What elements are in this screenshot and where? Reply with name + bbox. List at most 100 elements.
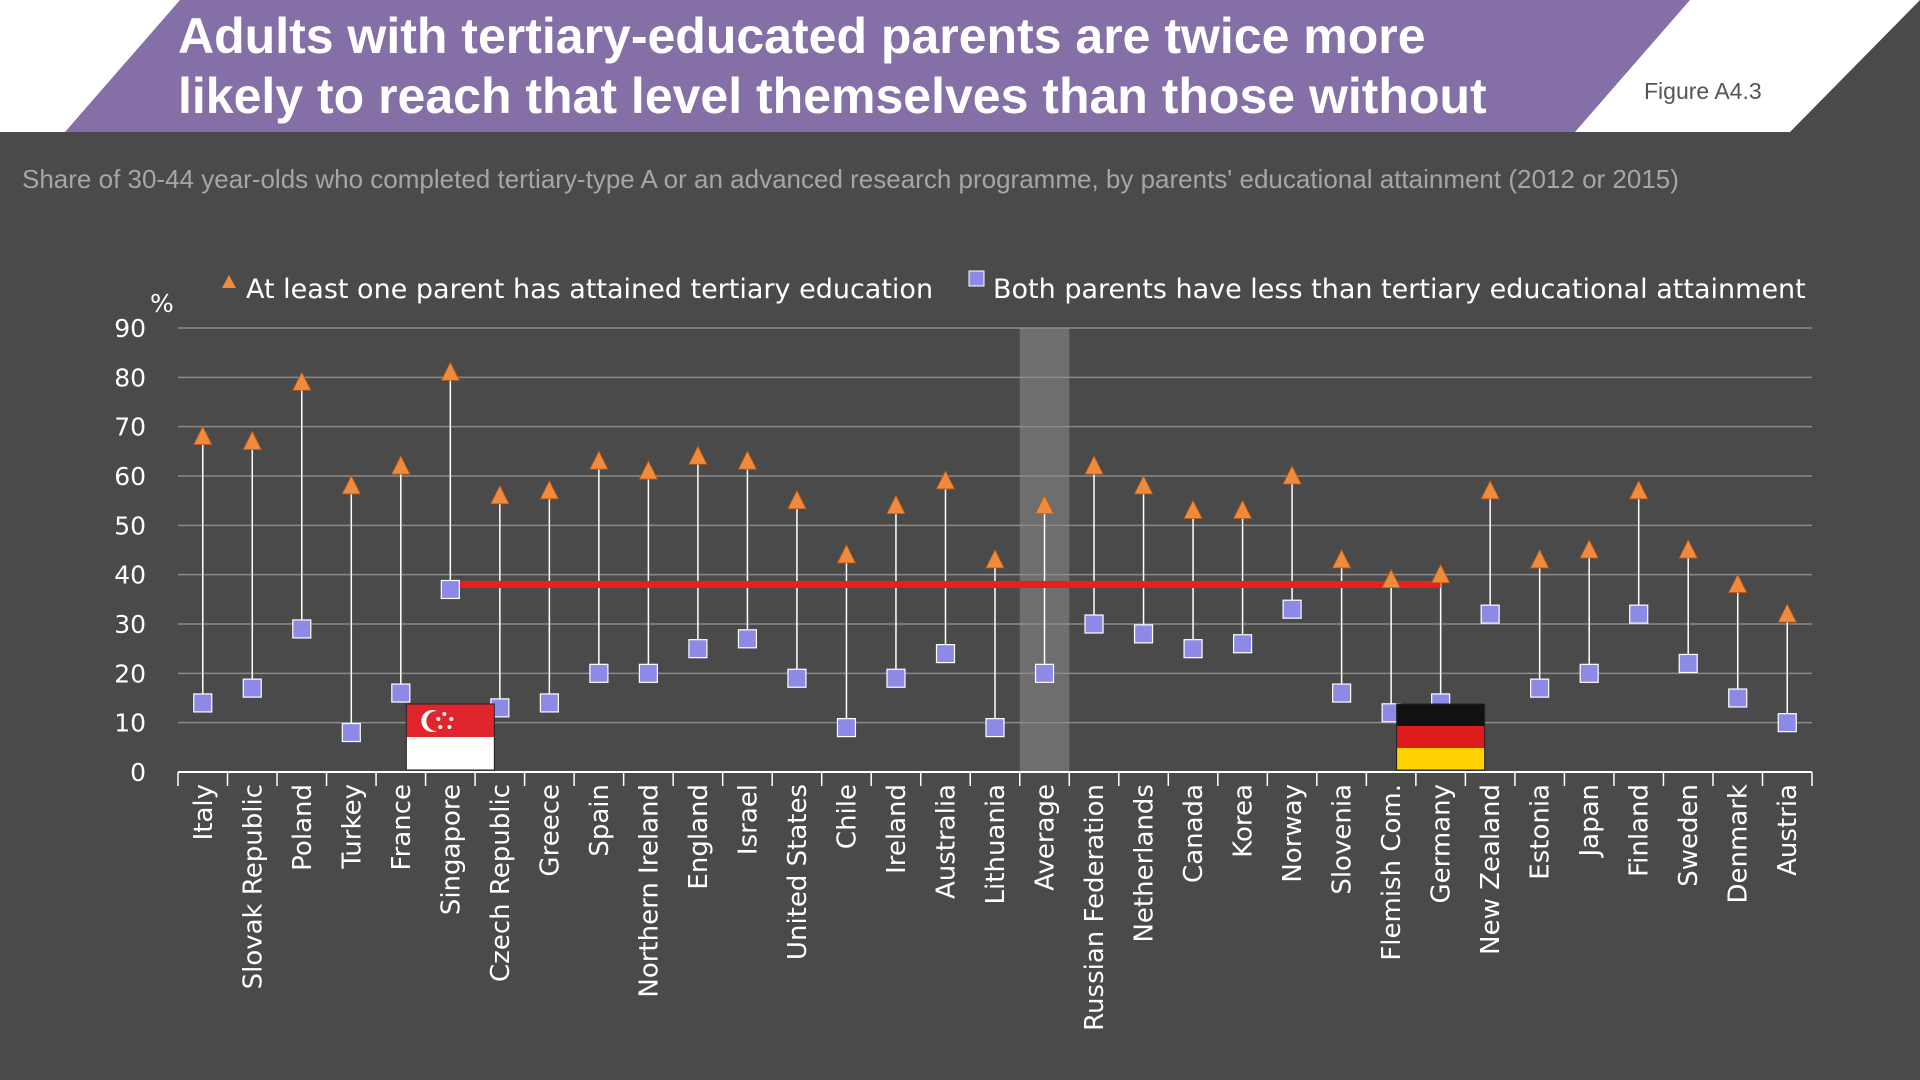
data-point-tertiary-parent — [1728, 573, 1748, 593]
y-tick-label: 10 — [114, 709, 146, 738]
singapore-flag-star — [449, 717, 454, 721]
data-point-tertiary-parent — [1084, 455, 1104, 475]
y-axis-unit: % — [150, 289, 174, 318]
figure-label: Figure A4.3 — [1644, 78, 1762, 104]
data-point-non-tertiary-parents — [1133, 624, 1154, 644]
data-point-tertiary-parent — [985, 548, 1005, 569]
data-point-non-tertiary-parents — [589, 663, 609, 683]
title-line-1: Adults with tertiary-educated parents ar… — [178, 8, 1426, 64]
x-category-label: Singapore — [436, 784, 466, 915]
data-point-non-tertiary-parents — [1777, 713, 1797, 733]
data-point-tertiary-parent — [1579, 539, 1599, 559]
data-point-non-tertiary-parents — [391, 683, 411, 703]
x-category-label: Spain — [585, 784, 615, 857]
x-category-label: Japan — [1575, 784, 1605, 859]
x-category-label: Finland — [1625, 784, 1655, 877]
x-category-label: France — [387, 784, 417, 870]
data-point-tertiary-parent — [1133, 474, 1154, 495]
data-point-tertiary-parent — [1331, 548, 1352, 569]
x-category-label: Korea — [1229, 784, 1259, 858]
y-tick-label: 50 — [114, 511, 146, 540]
x-category-label: England — [684, 784, 714, 890]
data-point-non-tertiary-parents — [341, 722, 361, 743]
data-point-tertiary-parent — [193, 425, 213, 445]
singapore-flag-star — [442, 712, 447, 716]
x-category-label: Poland — [288, 784, 318, 871]
x-category-label: Turkey — [337, 784, 367, 870]
data-point-tertiary-parent — [589, 450, 609, 470]
data-point-non-tertiary-parents — [1034, 663, 1055, 683]
data-point-tertiary-parent — [1530, 548, 1550, 569]
x-category-label: Average — [1031, 784, 1061, 891]
data-point-non-tertiary-parents — [886, 668, 906, 688]
page-title: Adults with tertiary-educated parents ar… — [178, 6, 1578, 126]
chart-subtitle: Share of 30-44 year-olds who completed t… — [22, 164, 1679, 194]
data-point-non-tertiary-parents — [539, 693, 559, 713]
data-point-non-tertiary-parents — [836, 717, 857, 738]
x-category-label: Australia — [931, 784, 961, 899]
flag-border — [1396, 703, 1486, 771]
data-point-non-tertiary-parents — [242, 678, 262, 698]
data-point-tertiary-parent — [1430, 563, 1451, 584]
data-point-non-tertiary-parents — [1183, 639, 1203, 659]
data-point-tertiary-parent — [935, 470, 956, 490]
data-point-tertiary-parent — [1480, 479, 1500, 500]
data-point-tertiary-parent — [688, 445, 708, 465]
data-point-tertiary-parent — [1777, 603, 1797, 623]
germany-flag-gold — [1396, 748, 1485, 770]
data-point-tertiary-parent — [391, 455, 411, 475]
data-point-non-tertiary-parents — [1530, 678, 1550, 698]
x-category-label: Denmark — [1724, 784, 1754, 904]
data-point-non-tertiary-parents — [193, 693, 213, 713]
legend-label-tertiary-parent: At least one parent has attained tertiar… — [246, 274, 933, 305]
data-point-non-tertiary-parents — [1728, 688, 1748, 708]
y-tick-label: 30 — [114, 610, 146, 639]
x-category-label: Chile — [832, 784, 862, 849]
title-banner — [65, 0, 1920, 132]
data-point-tertiary-parent — [292, 371, 312, 391]
legend-label-non-tertiary-parents: Both parents have less than tertiary edu… — [993, 274, 1806, 305]
data-point-tertiary-parent — [539, 479, 560, 500]
x-category-label: Slovak Republic — [238, 784, 268, 989]
data-point-tertiary-parent — [836, 544, 857, 564]
y-tick-label: 20 — [114, 659, 146, 688]
x-category-label: Estonia — [1526, 784, 1556, 880]
x-category-label: Czech Republic — [486, 784, 516, 982]
data-point-tertiary-parent — [1629, 479, 1649, 500]
x-category-label: Greece — [535, 784, 565, 877]
data-point-tertiary-parent — [737, 450, 758, 470]
singapore-flag-star — [436, 717, 441, 721]
data-point-non-tertiary-parents — [1678, 653, 1698, 674]
data-point-tertiary-parent — [638, 460, 659, 480]
germany-flag-red — [1396, 726, 1485, 748]
x-category-label: Israel — [733, 784, 763, 855]
data-point-tertiary-parent — [1034, 494, 1055, 514]
flag-border — [405, 703, 495, 771]
data-point-non-tertiary-parents — [1084, 614, 1104, 634]
data-point-tertiary-parent — [1183, 499, 1203, 519]
singapore-flag-star — [438, 725, 443, 729]
y-tick-label: 60 — [114, 462, 146, 491]
data-point-non-tertiary-parents — [292, 619, 312, 639]
data-point-non-tertiary-parents — [935, 643, 956, 664]
data-point-non-tertiary-parents — [1282, 599, 1302, 619]
x-category-label: Flemish Com. — [1377, 784, 1407, 961]
x-category-label: Norway — [1278, 784, 1308, 883]
singapore-flag-star — [447, 725, 452, 729]
x-category-label: Northern Ireland — [634, 784, 664, 998]
y-tick-label: 40 — [114, 561, 146, 590]
y-tick-label: 70 — [114, 413, 146, 442]
x-category-label: New Zealand — [1476, 784, 1506, 955]
legend-triangle-marker — [222, 275, 236, 288]
x-category-label: Austria — [1773, 784, 1803, 876]
y-tick-label: 80 — [114, 363, 146, 392]
x-category-label: Slovenia — [1328, 784, 1358, 895]
x-category-label: Germany — [1427, 784, 1457, 904]
data-point-non-tertiary-parents — [1232, 634, 1253, 654]
y-tick-label: 0 — [130, 758, 146, 787]
data-point-non-tertiary-parents — [737, 629, 758, 649]
data-point-tertiary-parent — [1678, 539, 1698, 559]
x-category-label: Sweden — [1674, 784, 1704, 887]
x-category-label: Italy — [189, 784, 219, 840]
